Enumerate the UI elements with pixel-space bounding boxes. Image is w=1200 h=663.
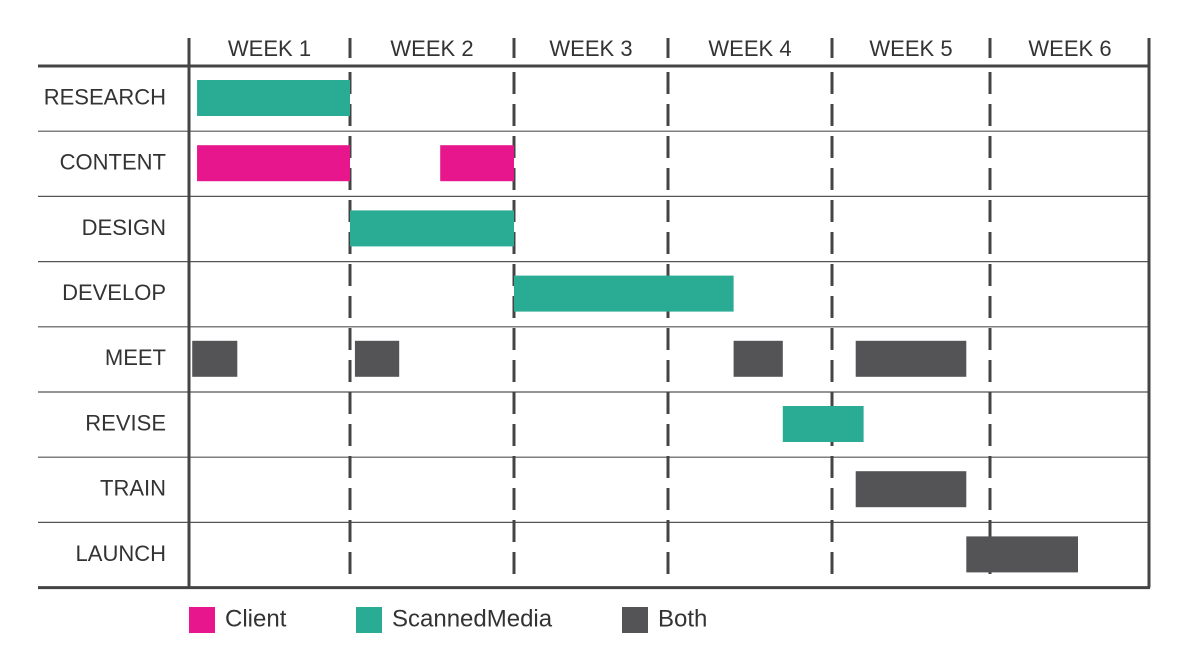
- task-bar-scannedmedia: [514, 275, 734, 312]
- task-bar-both: [855, 340, 967, 377]
- task-bar-scannedmedia: [782, 406, 864, 442]
- task-row-label: TRAIN: [100, 476, 166, 501]
- task-row-label: LAUNCH: [76, 541, 166, 566]
- week-column-label: WEEK 2: [390, 36, 473, 61]
- task-bar-scannedmedia: [197, 80, 350, 116]
- task-row-label: MEET: [105, 345, 166, 370]
- week-column-label: WEEK 5: [869, 36, 952, 61]
- legend-swatch-scannedmedia: [356, 607, 382, 633]
- legend-swatch-client: [189, 607, 215, 633]
- task-bar-both: [733, 340, 783, 377]
- task-row-label: REVISE: [85, 410, 166, 435]
- legend-label-both: Both: [658, 605, 707, 632]
- legend-label-scannedmedia: ScannedMedia: [392, 605, 553, 632]
- week-column-label: WEEK 6: [1028, 36, 1111, 61]
- legend-swatch-both: [622, 607, 648, 633]
- task-row-label: CONTENT: [60, 150, 166, 175]
- task-bar-both: [354, 340, 400, 377]
- task-row-label: DESIGN: [82, 215, 166, 240]
- task-bar-both: [966, 536, 1078, 573]
- legend-label-client: Client: [225, 605, 287, 632]
- task-bar-both: [855, 471, 967, 508]
- week-column-label: WEEK 4: [708, 36, 791, 61]
- week-column-label: WEEK 1: [228, 36, 311, 61]
- task-bar-both: [192, 340, 238, 377]
- task-row-label: RESEARCH: [44, 84, 166, 109]
- task-bar-scannedmedia: [350, 210, 514, 247]
- task-bar-client: [197, 145, 350, 182]
- task-row-label: DEVELOP: [62, 280, 166, 305]
- week-column-label: WEEK 3: [549, 36, 632, 61]
- task-bar-client: [440, 145, 514, 182]
